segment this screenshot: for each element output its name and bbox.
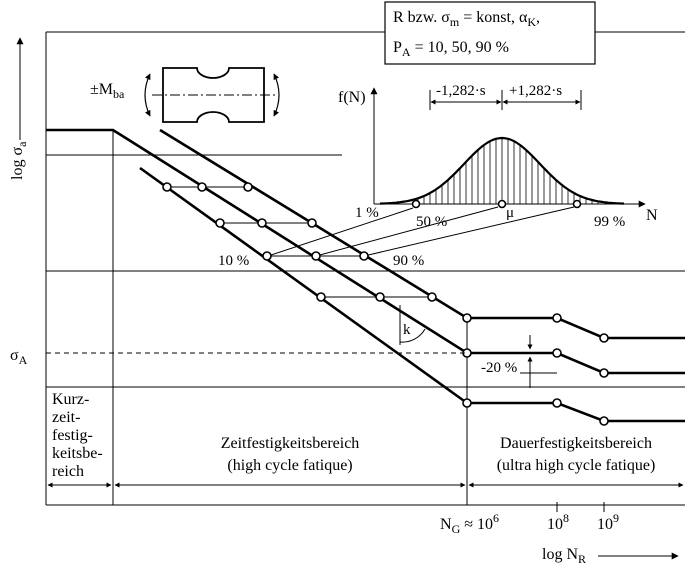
point — [197, 182, 207, 192]
low-cycle-label-1: Kurz- — [52, 391, 89, 408]
legend-frame — [384, 1, 596, 65]
sn-curve-50-percent — [46, 128, 685, 375]
reduction-label: -20 % — [481, 360, 517, 376]
moment-label: ±Mba — [90, 81, 125, 101]
fn-axis-label: f(N) — [338, 89, 366, 106]
point — [599, 333, 609, 343]
point — [311, 251, 321, 261]
tick-label-ng: NG ≈ 106 — [440, 511, 499, 536]
legend-line-2: PA = 10, 50, 90 % — [393, 39, 509, 59]
point — [599, 416, 609, 426]
point — [427, 292, 437, 302]
p99-label: 99 % — [594, 214, 625, 230]
point — [307, 218, 317, 228]
x-axis-title: log NR — [542, 546, 586, 566]
low-cycle-label-3: festig- — [52, 427, 93, 444]
moment-arrow-left — [144, 73, 151, 117]
legend-line-1: R bzw. σm = konst, αK, — [393, 9, 540, 29]
label-10-percent: 10 % — [218, 253, 249, 269]
x-axis-label: log NR — [542, 546, 679, 566]
point — [552, 398, 562, 408]
slope-annotation: k — [399, 305, 426, 345]
point — [462, 398, 472, 408]
p1-label: 1 % — [355, 205, 379, 221]
p50-label: 50 % — [416, 214, 447, 230]
region-labels: Kurz- zeit- festig- keitsbe- reich Zeitf… — [52, 391, 655, 480]
low-cycle-label-4: keitsbe- — [52, 445, 103, 462]
reduction-dimension: -20 % — [481, 335, 557, 388]
endurance-limit-level: σA — [10, 347, 467, 367]
tick-label-1e9: 109 — [597, 511, 619, 533]
x-tick-labels: NG ≈ 106 108 109 — [440, 511, 619, 536]
low-cycle-label-2: zeit- — [52, 409, 80, 426]
chart-frame — [45, 31, 685, 512]
y-axis-label: log σa — [9, 37, 29, 180]
point — [243, 182, 253, 192]
specimen-outline — [162, 67, 265, 123]
specimen-sketch: ±Mba — [90, 67, 280, 123]
point — [552, 348, 562, 358]
p99-point — [572, 199, 582, 209]
point — [316, 292, 326, 302]
moment-arrow-right — [273, 73, 280, 117]
distribution-hatching — [417, 138, 599, 204]
sn-curve-upper — [159, 128, 685, 340]
p1-point — [411, 199, 421, 209]
label-90-percent: 90 % — [393, 253, 424, 269]
sn-curves — [46, 128, 685, 423]
point — [375, 292, 385, 302]
point — [552, 313, 562, 323]
point — [215, 218, 225, 228]
mu-label: μ — [506, 205, 514, 221]
tick-label-1e8: 108 — [547, 511, 569, 533]
slope-arc — [399, 328, 426, 343]
ultra-high-label-1: Dauerfestigkeitsbereich — [500, 435, 652, 452]
connector-90 — [363, 206, 575, 257]
n-axis-label: N — [646, 207, 658, 224]
connector-50 — [315, 206, 499, 257]
legend-box: R bzw. σm = konst, αK, PA = 10, 50, 90 % — [384, 1, 596, 65]
point — [599, 368, 609, 378]
distribution-inset: f(N) N -1,282·s +1,282·s 1 % 50 % μ 99 % — [338, 83, 658, 230]
high-cycle-label-1: Zeitfestigkeitsbereich — [221, 435, 360, 452]
ultra-high-label-2: (ultra high cycle fatique) — [497, 457, 656, 474]
point — [359, 251, 369, 261]
point — [257, 218, 267, 228]
point — [462, 313, 472, 323]
sigma-a-label: σA — [10, 347, 28, 367]
point — [162, 182, 172, 192]
scatter-bands — [162, 182, 609, 426]
p50-point — [497, 199, 507, 209]
y-axis-title: log σa — [9, 141, 29, 180]
low-cycle-label-5: reich — [52, 463, 84, 480]
high-cycle-label-2: (high cycle fatique) — [227, 457, 352, 474]
connector-10 — [267, 207, 414, 257]
point — [262, 251, 272, 261]
distribution-curve — [379, 136, 625, 205]
plus-spread-label: +1,282·s — [509, 83, 562, 99]
percentile-connectors: 10 % 90 % — [218, 206, 575, 269]
minus-spread-label: -1,282·s — [436, 83, 486, 99]
slope-label: k — [403, 322, 411, 338]
